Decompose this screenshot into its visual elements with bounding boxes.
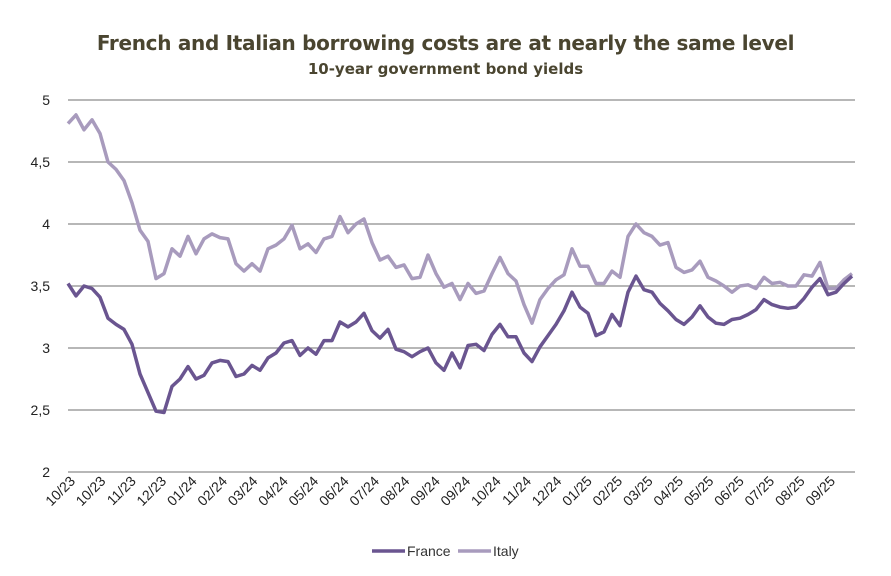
y-tick-label: 2	[42, 464, 50, 480]
x-tick-label: 05/24	[285, 473, 321, 509]
y-tick-label: 3,5	[31, 278, 51, 294]
x-tick-label: 09/24	[437, 473, 473, 509]
x-tick-label: 06/25	[711, 473, 747, 509]
x-tick-label: 03/24	[224, 473, 260, 509]
legend-label-france: France	[407, 543, 451, 559]
x-tick-label: 05/25	[680, 473, 716, 509]
x-tick-label: 02/24	[194, 473, 230, 509]
x-tick-label: 02/25	[589, 473, 625, 509]
x-tick-label: 12/23	[133, 473, 169, 509]
y-tick-label: 4,5	[31, 154, 51, 170]
series-line-italy	[66, 113, 854, 325]
series-line-france	[66, 274, 854, 415]
x-tick-label: 11/23	[104, 473, 140, 509]
x-tick-label: 10/23	[72, 473, 108, 509]
x-tick-label: 11/24	[499, 473, 535, 509]
y-tick-label: 3	[42, 340, 50, 356]
x-tick-label: 06/24	[316, 473, 352, 509]
y-tick-label: 5	[42, 92, 50, 108]
chart-subtitle: 10-year government bond yields	[307, 60, 584, 78]
x-tick-label: 01/25	[559, 473, 595, 509]
x-tick-label: 08/25	[772, 473, 808, 509]
x-tick-label: 09/24	[407, 473, 443, 509]
x-tick-label: 01/24	[164, 473, 200, 509]
x-tick-label: 10/24	[468, 473, 504, 509]
y-tick-label: 4	[42, 216, 50, 232]
x-tick-label: 07/24	[346, 473, 382, 509]
x-tick-label: 08/24	[376, 473, 412, 509]
chart-title: French and Italian borrowing costs are a…	[96, 31, 795, 55]
x-tick-label: 04/25	[650, 473, 686, 509]
x-tick-label: 03/25	[620, 473, 656, 509]
legend-label-italy: Italy	[493, 543, 519, 559]
x-tick-label: 12/24	[528, 473, 564, 509]
x-tick-label: 04/24	[255, 473, 291, 509]
x-tick-label: 09/25	[802, 473, 838, 509]
y-tick-label: 2,5	[31, 402, 51, 418]
x-tick-label: 07/25	[741, 473, 777, 509]
